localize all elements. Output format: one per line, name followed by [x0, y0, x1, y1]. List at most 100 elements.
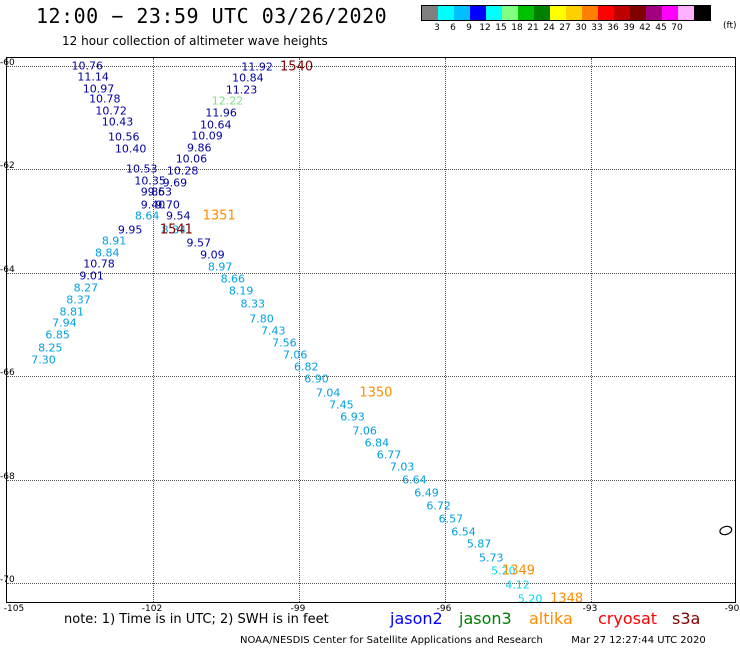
legend-tick-label: 70 [671, 23, 683, 33]
wave-height-reading: 5.87 [466, 537, 492, 551]
wave-height-reading: 6.93 [340, 410, 365, 424]
latitude-label: -70 [0, 575, 15, 586]
satellite-legend-cryosat: cryosat [598, 609, 658, 628]
wave-height-reading: 8.25 [38, 341, 63, 355]
parallel-gridline [7, 169, 735, 171]
wave-height-reading: 8.27 [73, 281, 99, 295]
legend-swatch [678, 6, 694, 20]
wave-height-reading: 6.90 [304, 372, 329, 386]
wave-height-reading: 10.53 [126, 162, 158, 176]
wave-height-reading: 10.56 [108, 130, 140, 144]
legend-tick-label: 36 [607, 23, 619, 33]
longitude-label: -90 [724, 604, 740, 614]
legend-tick-label: 18 [511, 23, 523, 33]
wave-height-reading: 5.73 [478, 551, 504, 565]
pass-time-label: 1348 [550, 591, 584, 603]
legend-tick-label: 39 [623, 23, 635, 33]
longitude-label: -105 [3, 604, 25, 614]
wave-height-reading: 8.91 [101, 234, 127, 248]
legend-tick-label: 24 [543, 23, 555, 33]
wave-height-reading: 8.81 [59, 305, 84, 319]
legend-swatch [486, 6, 502, 20]
wave-height-reading: 9.85 [140, 185, 166, 199]
wave-height-reading: 11.23 [225, 83, 258, 97]
wave-height-reading: 6.57 [438, 512, 464, 526]
wave-height-reading: 7.43 [260, 324, 286, 338]
wave-height-reading: 6.85 [45, 328, 70, 342]
wave-height-reading: 11.92 [241, 60, 273, 74]
legend-tick-label: 21 [527, 23, 539, 33]
wave-height-reading: 9.95 [117, 223, 143, 237]
pass-time-label: 1350 [359, 385, 393, 401]
legend-tick-label: 9 [466, 23, 472, 33]
latitude-label: -62 [0, 161, 15, 172]
satellite-legend-altika: altika [529, 609, 573, 628]
legend-swatch [646, 6, 662, 20]
wave-height-reading: 7.03 [389, 460, 415, 474]
pass-time-label: 1540 [280, 59, 314, 75]
latitude-label: -64 [0, 264, 15, 275]
wave-height-reading: 8.84 [95, 246, 120, 260]
map-area: 10.76 11.14 10.97 10.78 10.72 10.43 10.56 10.40… [6, 57, 736, 603]
island-outline [719, 525, 733, 536]
parallel-gridline [7, 272, 735, 274]
legend-swatch [502, 6, 518, 20]
wave-height-reading: 10.64 [200, 118, 232, 132]
legend-swatch [598, 6, 614, 20]
legend-swatch [422, 6, 438, 20]
wave-height-reading: 5.20 [517, 592, 543, 603]
wave-height-reading: 10.06 [175, 152, 208, 166]
legend-swatch [534, 6, 550, 20]
wave-height-reading: 10.43 [101, 115, 134, 129]
wave-height-reading: 12.22 [211, 94, 244, 108]
wave-height-reading: 8.66 [220, 272, 246, 286]
legend-swatch [662, 6, 678, 20]
color-scale-legend: 3 6 9 12 15 18 21 24 27 30 33 36 39 42 45 70 (ft) [421, 5, 737, 35]
wave-height-reading: 10.40 [114, 142, 147, 156]
wave-height-reading: 10.09 [191, 129, 223, 143]
wave-height-reading: 10.97 [82, 82, 115, 96]
wave-height-reading: 6.54 [451, 525, 476, 539]
legend-tick-label: 27 [559, 23, 571, 33]
meridian-gridline [299, 58, 300, 602]
legend-swatch [630, 6, 646, 20]
legend-tick-label: 42 [639, 23, 651, 33]
wave-height-reading: 8.34 [161, 223, 187, 237]
wave-height-reading: 8.19 [228, 284, 254, 298]
pass-time-label: 1541 [159, 222, 193, 238]
wave-height-reading: 10.28 [166, 164, 199, 178]
meridian-gridline [591, 58, 592, 602]
wave-height-reading: 8.64 [134, 209, 160, 223]
legend-swatch [518, 6, 534, 20]
wave-height-reading: 10.78 [83, 257, 115, 271]
wave-height-reading: 5.20 [491, 564, 516, 578]
wave-height-reading: 7.45 [329, 398, 354, 412]
legend-swatch [614, 6, 630, 20]
legend-tick-label: 12 [479, 23, 491, 33]
footer-credit: NOAA/NESDIS Center for Satellite Applica… [240, 635, 706, 646]
wave-height-reading: 9.86 [186, 141, 212, 155]
wave-height-reading: 8.37 [66, 293, 91, 307]
pass-time-label: 1349 [501, 563, 536, 579]
legend-tick-label: 3 [434, 23, 440, 33]
latitude-label: -60 [0, 57, 15, 68]
map-title: 12:00 − 23:59 UTC 03/26/2020 [36, 4, 388, 28]
longitude-label: -96 [436, 604, 452, 614]
wave-height-reading: 8.97 [207, 260, 233, 274]
wave-height-reading: 7.04 [315, 386, 341, 400]
legend-swatch [454, 6, 470, 20]
wave-height-reading: 9.70 [155, 198, 180, 212]
legend-swatch [566, 6, 582, 20]
legend-tick-label: 33 [591, 23, 603, 33]
parallel-gridline [7, 376, 735, 378]
wave-height-reading: 7.56 [272, 336, 297, 350]
wave-height-reading: 7.06 [282, 348, 308, 362]
wave-height-reading: 6.64 [402, 473, 427, 487]
meridian-gridline [445, 58, 446, 602]
wave-height-reading: 9.01 [79, 269, 104, 283]
wave-height-reading: 11.96 [205, 106, 237, 120]
footer-timestamp: Mar 27 12:27:44 UTC 2020 [571, 635, 706, 646]
color-scale-unit: (ft) [723, 21, 737, 31]
legend-tick-label: 6 [450, 23, 456, 33]
